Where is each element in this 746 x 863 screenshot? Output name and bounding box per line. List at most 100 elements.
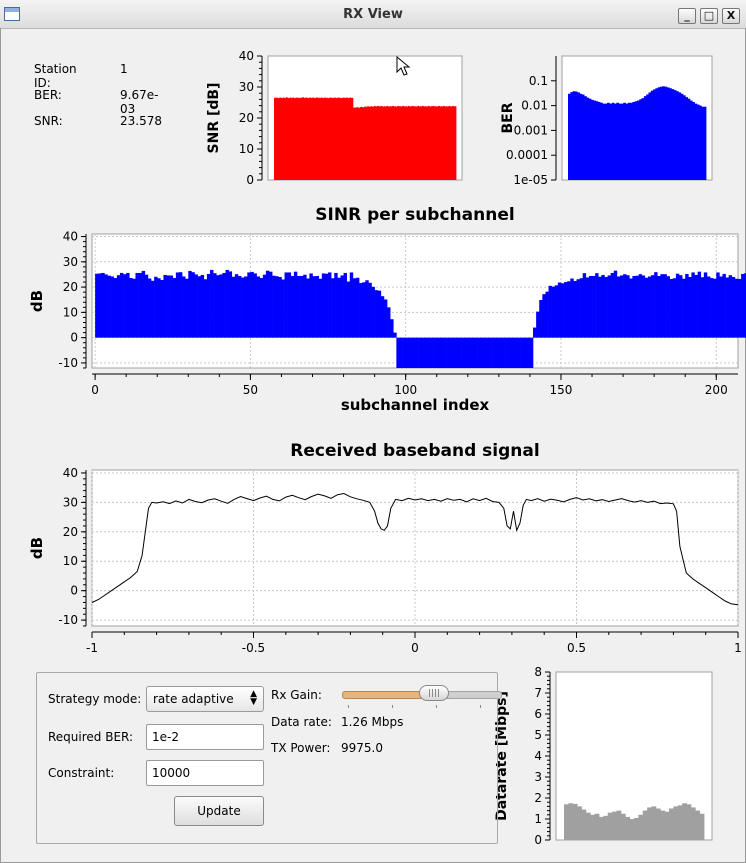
ber-y-tick-label: 0.1 [529, 74, 548, 88]
sinr-bar [383, 299, 388, 338]
ber-bar [673, 90, 677, 180]
snr-bar [288, 98, 290, 180]
sinr-bar [744, 273, 746, 338]
datarate-bar [647, 807, 652, 840]
snr-bar [302, 97, 305, 180]
slider-tick [348, 705, 349, 708]
ber-y-tick-label: 0.01 [521, 99, 548, 113]
snr-y-tick-label: 30 [239, 80, 254, 94]
sinr-bar [405, 337, 410, 368]
sinr-bar [657, 275, 661, 338]
sinr-bar [449, 337, 453, 368]
snr-bar [303, 97, 306, 180]
sinr-bar [511, 337, 515, 368]
datarate-bar [677, 805, 683, 840]
ber-bar [687, 98, 691, 180]
snr-bar [277, 98, 279, 180]
ber-bar [669, 88, 672, 180]
rx-gain-slider-handle[interactable] [419, 685, 449, 701]
sinr-bar [225, 269, 229, 338]
datarate-y-tick-label: 1 [534, 812, 542, 826]
close-button[interactable]: X [722, 8, 740, 24]
sinr-bar [741, 273, 745, 338]
snr-bar [281, 98, 284, 180]
minimize-button[interactable]: _ [678, 8, 696, 24]
ber-bar [627, 102, 631, 180]
sinr-bar [374, 290, 379, 338]
sinr-bar [536, 311, 540, 338]
ber-bar [664, 86, 668, 180]
snr-bar [396, 106, 399, 180]
snr-bar [295, 97, 298, 180]
sinr-bar [678, 275, 683, 338]
sinr-bar [455, 337, 459, 368]
ber-bar [616, 102, 619, 180]
ber-bar [703, 106, 707, 180]
baseband-ylabel: dB [28, 537, 46, 559]
ber-bar [641, 98, 645, 180]
snr-bar [403, 106, 405, 180]
constraint-input[interactable]: 10000 [146, 760, 264, 786]
snr-bar [279, 97, 281, 180]
sinr-bar [731, 276, 736, 338]
sinr-bar [604, 276, 608, 338]
snr-bar [347, 98, 349, 180]
sinr-bar [660, 274, 664, 338]
snr-bar [390, 106, 392, 180]
update-button[interactable]: Update [174, 796, 264, 826]
snr-bar [417, 105, 420, 180]
ber-bar [577, 92, 580, 180]
sinr-bar [613, 270, 618, 338]
snr-bar [453, 106, 456, 180]
sinr-bar [567, 281, 571, 338]
snr-bar [366, 107, 368, 180]
ber-y-tick-label: 1e-05 [513, 173, 548, 187]
datarate-bar [638, 814, 644, 840]
rx-gain-slider[interactable] [342, 683, 502, 709]
baseband-y-tick-label: 10 [63, 554, 78, 568]
snr-bar [386, 105, 389, 180]
snr-bar [398, 106, 401, 180]
sinr-bar [116, 275, 121, 338]
snr-bar [415, 106, 417, 180]
maximize-button[interactable]: □ [700, 8, 718, 24]
sinr-bar [352, 278, 357, 338]
sinr-bar [436, 337, 441, 368]
snr-bar [406, 106, 409, 180]
sinr-bar [477, 337, 481, 368]
datarate-bar [607, 812, 613, 840]
sinr-bar [592, 275, 596, 338]
datarate-bar [590, 814, 596, 840]
datarate-bar [669, 808, 674, 840]
sinr-bar [371, 286, 375, 338]
sinr-bar [272, 275, 276, 338]
ber-bar [570, 92, 573, 180]
window-title: RX View [343, 7, 403, 22]
sinr-bar [461, 337, 465, 368]
snr-bar [413, 106, 415, 180]
snr-bar [287, 97, 289, 180]
strategy-mode-select[interactable]: rate adaptive ▲ ▼ [146, 686, 264, 712]
data-rate-value: 1.26 Mbps [341, 715, 404, 729]
sinr-bar [175, 272, 180, 338]
datarate-bar [577, 806, 582, 840]
sinr-bar [203, 279, 208, 338]
datarate-y-tick-label: 0 [534, 833, 542, 847]
sinr-bar [635, 275, 639, 338]
datarate-bar [594, 813, 600, 840]
title-bar[interactable]: RX View _ □ X [0, 0, 746, 29]
sinr-bar [312, 276, 316, 338]
sinr-bar [315, 275, 320, 338]
sinr-bar [480, 337, 484, 368]
sinr-bar [424, 337, 428, 368]
ber-bar [689, 100, 693, 180]
snr-bar [294, 97, 297, 180]
sinr-bar [529, 337, 534, 368]
snr-bar [313, 97, 315, 180]
snr-bar [331, 97, 333, 180]
datarate-bar [612, 811, 617, 840]
required-ber-input[interactable]: 1e-2 [146, 724, 264, 750]
snr-bar [356, 107, 358, 180]
baseband-x-tick-label: -1 [86, 641, 98, 655]
ber-label: BER: [34, 88, 62, 102]
